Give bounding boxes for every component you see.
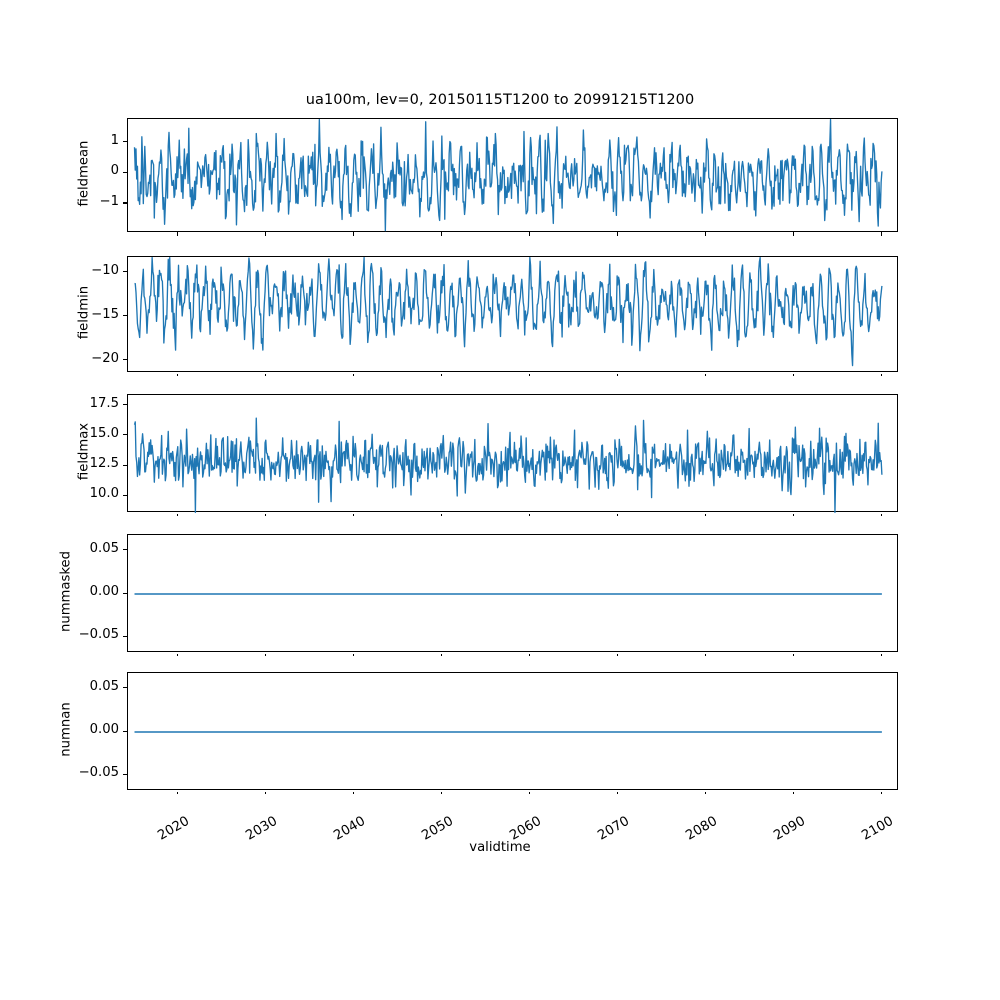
y-tick-label: −20 bbox=[91, 350, 119, 366]
y-tick-mark bbox=[123, 404, 127, 406]
x-tick-mark bbox=[264, 232, 266, 236]
data-line bbox=[133, 417, 883, 513]
y-tick-mark bbox=[123, 171, 127, 173]
x-axis-label: validtime bbox=[469, 840, 531, 855]
y-tick-mark bbox=[123, 773, 127, 775]
data-line bbox=[133, 119, 883, 232]
y-tick-mark bbox=[123, 271, 127, 273]
series-numnan bbox=[134, 731, 882, 733]
y-tick-label: −0.05 bbox=[78, 765, 119, 781]
y-tick-label: −0.05 bbox=[78, 627, 119, 643]
y-tick-mark bbox=[123, 359, 127, 361]
y-axis-label-fieldmin: fieldmin bbox=[76, 285, 92, 340]
x-tick-mark bbox=[176, 232, 178, 236]
x-tick-mark bbox=[352, 232, 354, 236]
y-tick-mark bbox=[123, 730, 127, 732]
y-tick-mark bbox=[123, 315, 127, 317]
subplot-fieldmean bbox=[127, 118, 898, 232]
page-title: ua100m, lev=0, 20150115T1200 to 20991215… bbox=[305, 92, 695, 108]
y-tick-label: 0.05 bbox=[89, 678, 119, 694]
subplot-numnan bbox=[127, 672, 898, 790]
x-tick-mark bbox=[880, 232, 882, 236]
series-fieldmin bbox=[134, 257, 883, 367]
y-axis-label-nummasked: nummasked bbox=[58, 551, 74, 633]
y-tick-mark bbox=[123, 141, 127, 143]
x-tick-mark bbox=[616, 232, 618, 236]
y-tick-label: 1 bbox=[110, 132, 119, 148]
y-tick-label: −15 bbox=[91, 306, 119, 322]
y-tick-mark bbox=[123, 549, 127, 551]
y-tick-mark bbox=[123, 635, 127, 637]
data-line bbox=[134, 257, 883, 367]
y-tick-mark bbox=[123, 592, 127, 594]
y-tick-label: 17.5 bbox=[89, 395, 119, 411]
x-tick-mark bbox=[528, 232, 530, 236]
subplot-nummasked bbox=[127, 534, 898, 652]
y-tick-label: −1 bbox=[99, 193, 119, 209]
y-tick-label: 0 bbox=[110, 163, 119, 179]
y-axis-label-fieldmax: fieldmax bbox=[76, 422, 92, 481]
x-tick-mark bbox=[440, 232, 442, 236]
y-tick-mark bbox=[123, 494, 127, 496]
y-tick-mark bbox=[123, 464, 127, 466]
y-tick-label: 15.0 bbox=[89, 425, 119, 441]
y-axis-label-numnan: numnan bbox=[58, 702, 74, 757]
subplot-fieldmax bbox=[127, 394, 898, 513]
y-tick-label: 0.05 bbox=[89, 540, 119, 556]
series-nummasked bbox=[134, 593, 882, 595]
y-tick-label: −10 bbox=[91, 262, 119, 278]
y-tick-label: 0.00 bbox=[89, 722, 119, 737]
y-tick-mark bbox=[123, 687, 127, 689]
series-fieldmean bbox=[133, 119, 883, 232]
y-tick-label: 0.00 bbox=[89, 584, 119, 599]
x-tick-mark bbox=[792, 232, 794, 236]
y-tick-mark bbox=[123, 202, 127, 204]
x-tick-mark bbox=[704, 232, 706, 236]
subplot-fieldmin bbox=[127, 256, 898, 372]
y-tick-label: 12.5 bbox=[89, 456, 119, 472]
y-tick-label: 10.0 bbox=[89, 486, 119, 502]
series-fieldmax bbox=[133, 417, 883, 513]
y-axis-label-fieldmean: fieldmean bbox=[76, 140, 92, 207]
y-tick-mark bbox=[123, 434, 127, 436]
